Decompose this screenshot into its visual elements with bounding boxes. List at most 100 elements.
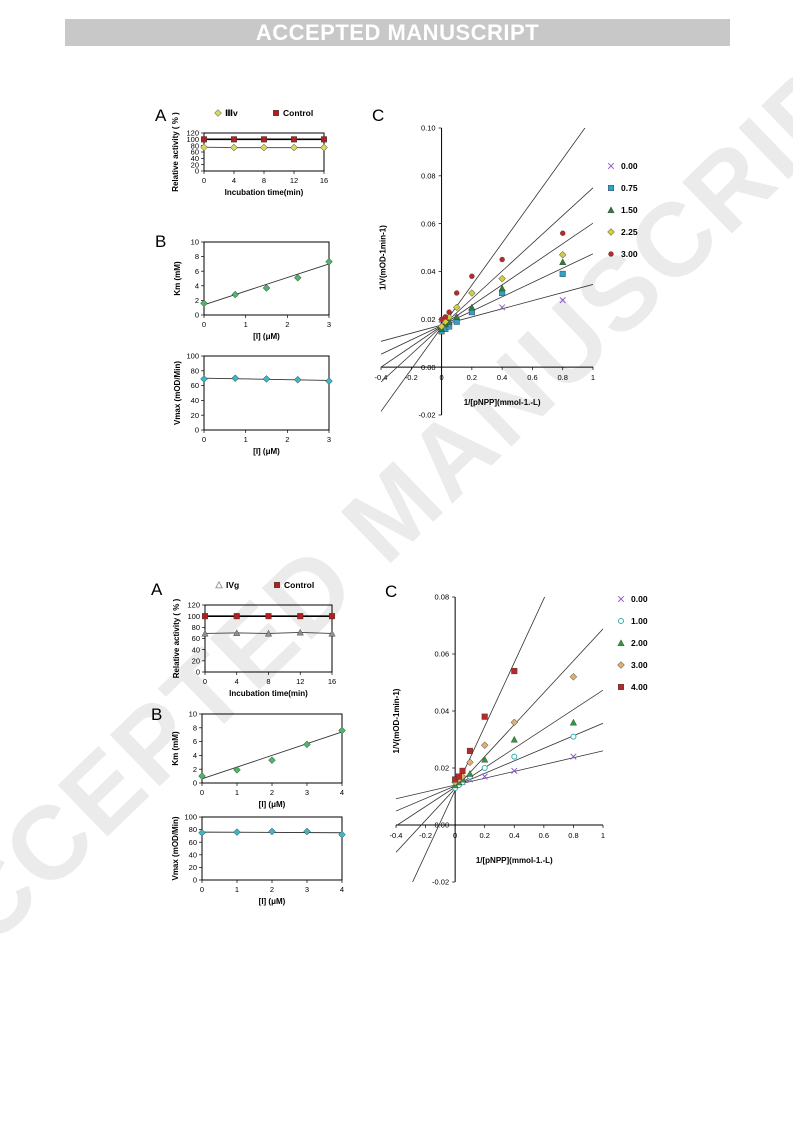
bottom-c-legend-label: 1.00: [631, 616, 648, 626]
bottom-b-km-xtick-label: 0: [200, 788, 204, 797]
top-c-xtick-label: 0.6: [527, 373, 537, 382]
panel-label-b-bottom: B: [151, 705, 162, 724]
top-c-data-point: [446, 309, 452, 315]
bottom-a-xtick-label: 4: [235, 677, 239, 686]
bottom-c-fit-line: [396, 722, 603, 812]
top-b-vmax-xtick-label: 1: [244, 435, 248, 444]
bottom-c-data-point: [481, 764, 488, 772]
top-b-km-plot-frame: [203, 241, 330, 316]
top-a-ytick-label: 40: [191, 154, 199, 163]
bottom-b-vmax-xtick-label: 2: [270, 885, 274, 894]
top-c-data-point: [498, 304, 506, 311]
top-a-data-point: [200, 143, 208, 152]
top-c-data-point: [559, 297, 566, 304]
bottom-c-ytick-label: -0.02: [432, 878, 449, 887]
bottom-c-ytick-label: 0.08: [435, 593, 450, 602]
bottom-b-km-ytick-label: 2: [193, 765, 197, 774]
top-a-data-point: [261, 136, 268, 143]
top-a-data-point: [291, 136, 298, 143]
bottom-a-data-point: [296, 628, 304, 636]
bottom-b-km-xaxis-label: [I] (μM): [259, 800, 286, 809]
top-c-data-point: [498, 274, 506, 283]
bottom-c-data-point: [510, 735, 518, 743]
bottom-a-data-point: [233, 629, 241, 636]
top-c-data-point: [438, 316, 445, 323]
top-b-km-data-point: [293, 274, 302, 282]
bottom-b-km-ytick-label: 0: [193, 779, 197, 788]
bottom-c-data-point: [481, 773, 488, 780]
top-b-km-data-point: [231, 290, 240, 299]
bottom-c-data-point: [569, 718, 577, 726]
bottom-c-xtick-label: 0.8: [568, 831, 578, 840]
bottom-b-km-ytick-label: 4: [193, 751, 197, 760]
top-c-ytick-label: 0.02: [421, 315, 436, 324]
bottom-c-data-point: [510, 718, 519, 727]
top-b-km-ytick-label: 0: [195, 311, 199, 320]
top-b-vmax-yaxis-label: Vmax (mOD/Min): [173, 361, 182, 425]
top-a-ytick-label: 60: [191, 148, 199, 157]
bottom-a-ytick-label: 80: [192, 623, 200, 632]
panel-label-c-top: C: [372, 106, 384, 125]
panel-label-a-top: A: [155, 106, 167, 125]
bottom-a-ytick-label: 60: [192, 634, 200, 643]
bottom-c-legend-label: 4.00: [631, 682, 648, 692]
top-a-data-point: [230, 136, 237, 143]
top-b-vmax-xtick-label: 2: [285, 435, 289, 444]
top-a-data-point: [321, 136, 328, 143]
bottom-b-km-fit-line: [201, 731, 343, 780]
panel-label-b-top: B: [155, 232, 166, 251]
top-c-fit-line: [381, 222, 593, 368]
bottom-b-km-data-point: [338, 726, 346, 735]
bottom-c-data-point: [459, 767, 466, 774]
bottom-b-vmax-yaxis-label: Vmax (mOD/Min): [171, 816, 180, 880]
top-c-legend-label: 1.50: [621, 205, 638, 215]
bottom-c-data-point: [466, 770, 474, 777]
bottom-b-km-data-point: [198, 772, 206, 780]
bottom-b-km-plot-frame: [201, 713, 343, 784]
bottom-a-xtick-label: 16: [328, 677, 336, 686]
top-c-fit-line: [381, 284, 593, 342]
top-b-km-ytick-label: 8: [195, 252, 199, 261]
bottom-c-data-point: [455, 773, 462, 780]
bottom-c-fit-line: [396, 689, 603, 827]
top-b-vmax-plot-frame: [203, 355, 330, 431]
bottom-c-xtick-label: -0.2: [419, 831, 432, 840]
top-c-ytick-label: -0.02: [418, 411, 435, 420]
top-b-km-xtick-label: 3: [327, 320, 331, 329]
bottom-a-data-point: [201, 613, 208, 620]
bottom-c-legend-label: 3.00: [631, 660, 648, 670]
top-a-xtick-label: 8: [262, 176, 266, 185]
top-b-vmax-data-point: [231, 374, 240, 382]
top-c-ytick-label: 0.06: [421, 219, 436, 228]
bottom-c-legend-label: 2.00: [631, 638, 648, 648]
bottom-c-data-point: [570, 733, 577, 740]
bottom-c-data-point: [511, 767, 518, 775]
bottom-a-data-point: [265, 613, 272, 620]
bottom-c-fit-line: [396, 628, 603, 853]
top-b-km-yaxis-label: Km (mM): [173, 261, 182, 296]
top-c-data-point: [559, 258, 567, 265]
bottom-c-legend-marker: [617, 595, 625, 603]
bottom-a-ytick-label: 20: [192, 656, 200, 665]
bottom-c-xtick-label: 0.2: [479, 831, 489, 840]
top-a-ytick-label: 120: [186, 129, 199, 138]
bottom-a-data-point: [329, 613, 336, 620]
bottom-a-legend-marker: [274, 582, 281, 589]
top-c-ytick-label: 0.04: [421, 267, 436, 276]
bottom-a-legend-label: IVg: [226, 580, 239, 590]
top-c-fit-group: [381, 128, 593, 412]
top-b-vmax-data-point: [262, 375, 271, 383]
top-a-data-point: [230, 143, 238, 152]
top-c-data-point: [468, 289, 476, 297]
top-b-km-ytick-label: 4: [195, 281, 199, 290]
bottom-b-vmax-ytick-label: 0: [193, 876, 197, 885]
bottom-b-vmax-xtick-label: 1: [235, 885, 239, 894]
panel-label-c-bottom: C: [385, 582, 397, 601]
top-c-ytick-label: 0.08: [421, 171, 436, 180]
bottom-b-km-yaxis-label: Km (mM): [171, 731, 180, 766]
top-c-xtick-label: -0.2: [405, 373, 418, 382]
top-c-yaxis-label: 1/V(mOD-1min-1): [379, 225, 388, 290]
bottom-a-yaxis-label: Relative activity ( % ): [172, 598, 181, 678]
top-b-vmax-ytick-label: 80: [191, 366, 199, 375]
